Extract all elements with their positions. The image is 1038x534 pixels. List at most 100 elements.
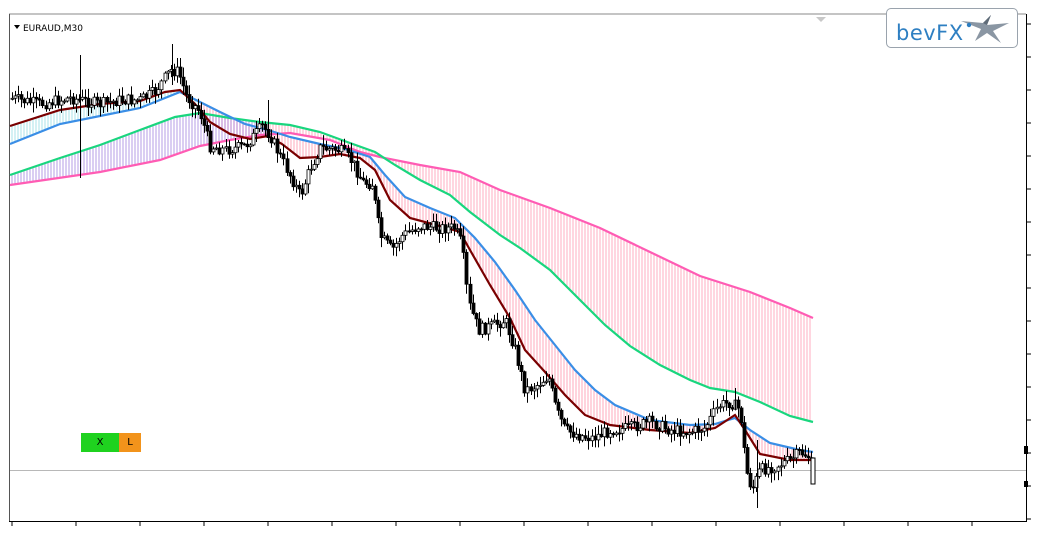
candle-body xyxy=(303,183,308,195)
candle-body xyxy=(657,428,662,432)
candle-body xyxy=(708,415,713,426)
candle-body xyxy=(278,152,283,155)
candle-body xyxy=(108,101,113,103)
candle-body xyxy=(644,419,649,423)
candle-body xyxy=(681,432,686,437)
candle-body xyxy=(242,143,247,146)
candle-body xyxy=(120,95,125,103)
candle-body xyxy=(25,97,30,104)
close-button-label: X xyxy=(96,437,104,448)
candle-body xyxy=(632,421,637,424)
candle-body xyxy=(434,221,439,231)
candle-body xyxy=(532,388,537,392)
candle-body xyxy=(666,428,671,435)
candle-body xyxy=(19,94,24,100)
candle-body xyxy=(736,399,741,409)
candle-body xyxy=(400,234,405,243)
candle-body xyxy=(678,425,683,437)
candle-body xyxy=(129,94,134,105)
candle-body xyxy=(397,241,402,244)
brand-logo[interactable]: bevFX xyxy=(886,8,1018,48)
candle-body xyxy=(71,96,76,105)
candle-body xyxy=(440,224,445,234)
candle-body xyxy=(376,199,381,219)
candle-body xyxy=(230,152,235,155)
candle-body xyxy=(327,148,332,151)
candle-body xyxy=(379,217,384,238)
candle-body xyxy=(56,95,61,106)
candle-body xyxy=(705,424,710,429)
candle-body xyxy=(455,228,460,231)
candle-body xyxy=(126,94,131,105)
candle-body xyxy=(147,90,152,99)
candle-body xyxy=(507,318,512,336)
price-axis-ticks xyxy=(1024,23,1031,520)
symbol-dropdown-icon[interactable] xyxy=(14,25,20,29)
candle-body xyxy=(190,102,195,110)
candle-body xyxy=(672,429,677,434)
candle-body xyxy=(31,96,36,104)
candle-body xyxy=(641,419,646,429)
candle-body xyxy=(458,228,463,237)
candle-body xyxy=(288,172,293,177)
candle-body xyxy=(220,147,225,155)
candle-body xyxy=(580,435,585,441)
candle-body xyxy=(40,99,45,106)
candle-body xyxy=(291,175,296,188)
candle-body xyxy=(385,235,390,241)
candle-body xyxy=(187,94,192,104)
candle-body xyxy=(766,467,771,475)
candle-body xyxy=(437,229,442,234)
candle-body xyxy=(236,142,241,148)
lot-button[interactable]: L xyxy=(119,433,141,452)
candle-body xyxy=(602,427,607,438)
candle-body xyxy=(559,409,564,420)
candle-body xyxy=(800,449,805,456)
candle-body xyxy=(181,76,186,87)
candle-body xyxy=(10,97,15,100)
candle-body xyxy=(593,435,598,441)
candle-body xyxy=(202,118,207,126)
candle-body xyxy=(721,400,726,408)
candle-body xyxy=(550,378,555,389)
candle-body xyxy=(367,183,372,190)
candle-body xyxy=(586,437,591,442)
candle-body xyxy=(489,321,494,325)
candle-body xyxy=(810,457,816,485)
candle-body xyxy=(480,322,485,335)
candle-body xyxy=(431,221,436,228)
candle-body xyxy=(626,423,631,426)
candle-body xyxy=(413,229,418,232)
candle-body xyxy=(156,89,161,95)
candle-body xyxy=(617,432,622,435)
candle-body xyxy=(349,152,354,164)
candle-body xyxy=(391,242,396,248)
candle-body xyxy=(535,385,540,390)
candle-body xyxy=(516,344,521,366)
candle-body xyxy=(556,401,561,411)
close-button[interactable]: X xyxy=(81,433,119,452)
candle-body xyxy=(785,456,790,462)
chart-shift-marker-icon[interactable] xyxy=(816,17,826,22)
candle-body xyxy=(638,427,643,432)
price-axis-marker xyxy=(1024,481,1028,487)
candle-body xyxy=(513,344,518,347)
candle-body xyxy=(519,364,524,372)
candle-body xyxy=(394,243,399,248)
candle-body xyxy=(352,160,357,163)
candle-body xyxy=(175,66,180,77)
candle-body xyxy=(44,105,49,110)
candle-body xyxy=(452,223,457,230)
candle-body xyxy=(797,448,802,451)
candle-body xyxy=(196,105,201,111)
candle-body xyxy=(629,421,634,425)
candle-body xyxy=(214,147,219,150)
candle-body xyxy=(718,406,723,409)
candle-body xyxy=(239,142,244,145)
candle-body xyxy=(541,381,546,386)
candle-body xyxy=(336,149,341,153)
candle-body xyxy=(769,467,774,474)
candle-body xyxy=(498,324,503,329)
candle-body xyxy=(193,105,198,110)
